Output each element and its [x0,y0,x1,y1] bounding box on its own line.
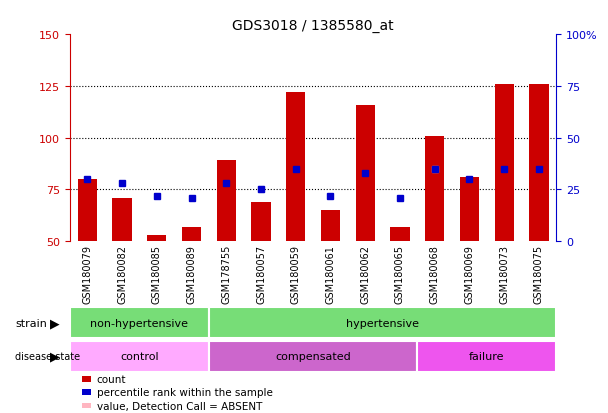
Bar [147,235,167,242]
Bar [321,211,340,242]
Text: disease state: disease state [15,351,80,361]
Text: GSM180069: GSM180069 [465,244,474,303]
Bar [216,161,236,242]
Bar [70,308,209,339]
Bar [70,341,209,372]
Text: percentile rank within the sample: percentile rank within the sample [97,387,272,397]
Title: GDS3018 / 1385580_at: GDS3018 / 1385580_at [232,19,394,33]
Text: value, Detection Call = ABSENT: value, Detection Call = ABSENT [97,401,262,411]
Bar [252,202,271,242]
Text: hypertensive: hypertensive [346,318,419,328]
Text: GSM180068: GSM180068 [430,244,440,303]
Text: failure: failure [469,351,505,361]
Text: count: count [97,374,126,384]
Bar [209,341,417,372]
Bar [182,227,201,242]
Text: GSM180073: GSM180073 [499,244,510,303]
Bar [460,178,479,242]
Text: GSM180075: GSM180075 [534,244,544,303]
Text: ▶: ▶ [50,317,60,330]
Text: compensated: compensated [275,351,351,361]
Text: GSM180059: GSM180059 [291,244,301,303]
Text: GSM180079: GSM180079 [82,244,92,303]
Text: GSM180089: GSM180089 [187,244,196,303]
Bar [390,227,410,242]
Text: GSM180057: GSM180057 [256,244,266,303]
Bar [209,308,556,339]
Text: ▶: ▶ [50,350,60,363]
Bar [78,180,97,242]
Bar [530,85,548,242]
Text: GSM180062: GSM180062 [360,244,370,303]
Text: GSM180085: GSM180085 [152,244,162,303]
Text: control: control [120,351,159,361]
Text: GSM178755: GSM178755 [221,244,231,304]
Text: GSM180065: GSM180065 [395,244,405,303]
Text: strain: strain [15,318,47,328]
Bar [286,93,305,242]
Bar [495,85,514,242]
Bar [425,136,444,242]
Bar [112,198,131,242]
Bar [425,136,444,242]
Text: GSM180082: GSM180082 [117,244,127,303]
Bar [252,202,271,242]
Text: non-hypertensive: non-hypertensive [91,318,188,328]
Bar [356,105,375,242]
Text: GSM180061: GSM180061 [325,244,336,303]
Bar [417,341,556,372]
